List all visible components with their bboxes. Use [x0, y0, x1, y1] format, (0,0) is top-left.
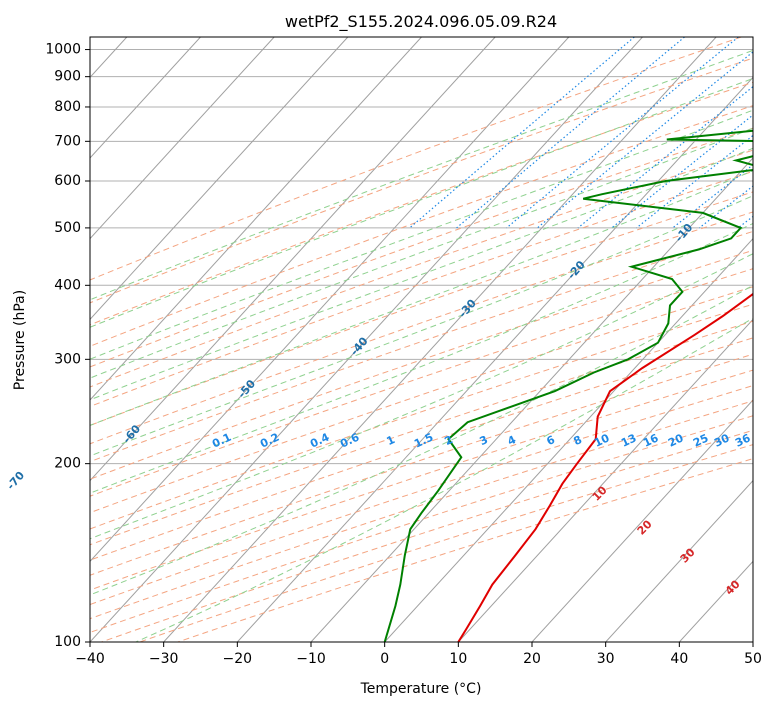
dry-adiabat-line [90, 105, 753, 347]
isotherm-line [310, 157, 753, 642]
y-tick-label: 300 [54, 351, 81, 367]
y-tick-label: 700 [54, 133, 81, 149]
dry-adiabat-line [90, 249, 753, 480]
dry-adiabat-line [90, 230, 753, 463]
x-axis-label: Temperature (°C) [360, 681, 482, 697]
dry-adiabat-line [139, 444, 753, 642]
dry-adiabat-line [90, 211, 753, 445]
mixing-ratio-label: 13 [619, 431, 638, 449]
x-tick-label: 10 [449, 651, 467, 667]
y-tick-label: 600 [54, 173, 81, 189]
y-axis-label: Pressure (hPa) [12, 290, 28, 390]
mixing-ratio-label: 30 [712, 431, 732, 449]
dry-adiabat-label: 20 [635, 517, 655, 537]
mixing-ratio-line [767, 37, 775, 228]
isotherm-line [163, 37, 717, 642]
x-tick-label: −10 [296, 651, 326, 667]
moist-adiabat-line [90, 49, 753, 301]
dry-adiabat-label: 30 [678, 545, 698, 565]
temperature-profile-line [457, 292, 753, 642]
isotherm-line [90, 37, 643, 642]
dry-adiabat-line [90, 320, 753, 546]
dry-adiabat-line [90, 353, 753, 576]
dry-adiabat-line [90, 191, 753, 426]
isotherm-line [236, 76, 753, 642]
plot-frame [89, 36, 754, 643]
mixing-ratio-label: 25 [691, 431, 710, 449]
isotherm-line [90, 37, 422, 401]
isotherm-line [90, 37, 349, 321]
isotherm-line [90, 37, 496, 482]
dry-adiabat-label: 10 [590, 483, 610, 503]
dry-adiabat-line [90, 303, 753, 530]
y-tick-label: 1000 [45, 42, 81, 58]
mixing-ratio-label: 20 [666, 431, 686, 449]
line-labels: -100-90-80-70-60-50-40-30-20-10010203040… [4, 221, 753, 598]
chart-title: wetPf2_S155.2024.096.05.09.R24 [285, 12, 557, 32]
dry-adiabat-line [90, 385, 753, 606]
dry-adiabat-line [90, 400, 753, 620]
x-tick-label: 40 [670, 651, 688, 667]
mixing-ratio-line [636, 134, 753, 229]
mixing-ratio-line [409, 37, 635, 229]
moist-adiabat-line [90, 222, 753, 494]
x-tick-label: 20 [523, 651, 541, 667]
dry-adiabat-line [90, 337, 753, 561]
dry-adiabat-line [101, 429, 753, 642]
mixing-ratio-label: 0.4 [308, 430, 331, 450]
x-tick-label: −20 [223, 651, 253, 667]
moist-adiabat-line [90, 147, 753, 401]
mixing-ratio-label: 6 [545, 433, 558, 448]
isotherm-line [752, 641, 753, 642]
x-tick-label: −40 [75, 651, 105, 667]
isotherm-line [90, 37, 201, 159]
isotherm-label: -70 [4, 469, 27, 493]
mixing-ratio-label: 1.5 [412, 431, 435, 451]
mixing-ratio-line [456, 37, 685, 229]
dry-adiabat-line [90, 149, 753, 388]
mixing-ratio-label: 1 [385, 433, 397, 448]
x-tick-label: −30 [149, 651, 179, 667]
x-tick-label: 50 [744, 651, 762, 667]
mixing-ratio-line [698, 185, 753, 229]
dry-adiabat-line [90, 268, 753, 497]
isotherm-line [605, 479, 753, 642]
dry-adiabat-line [90, 286, 753, 514]
isotherm-line [531, 399, 753, 642]
dry-adiabat-line [90, 170, 753, 408]
y-tick-label: 800 [54, 99, 81, 115]
y-tick-label: 900 [54, 69, 81, 85]
axes: −40 −30 −20 −10 0 10 20 30 40 5010020030040050060… [45, 42, 762, 667]
mixing-ratio-label: 10 [592, 431, 612, 449]
dry-adiabat-label: 40 [723, 577, 743, 597]
moist-adiabat-line [90, 109, 753, 360]
y-tick-label: 100 [54, 634, 81, 650]
isotherm-line [90, 37, 275, 240]
mixing-ratio-label: 8 [572, 433, 584, 448]
x-tick-label: 30 [597, 651, 615, 667]
mixing-ratio-label: 36 [733, 431, 753, 449]
mixing-ratio-label: 3 [478, 433, 490, 448]
x-tick-label: 0 [380, 651, 389, 667]
isotherm-line [90, 37, 570, 563]
mixing-ratio-line [577, 85, 753, 229]
dewpoint-profile-line [383, 129, 753, 642]
dry-adiabat-line [90, 37, 742, 281]
mixing-ratio-label: 16 [641, 431, 661, 449]
plot-area [90, 37, 775, 642]
dry-adiabat-line [90, 127, 753, 368]
dry-adiabat-line [90, 369, 753, 591]
mixing-ratio-line [672, 164, 753, 229]
isotherm-line [384, 237, 753, 642]
y-tick-label: 200 [54, 456, 81, 472]
mixing-ratio-label: 4 [506, 433, 519, 448]
isotherm-line [457, 318, 753, 642]
dry-adiabat-line [90, 415, 753, 634]
y-tick-label: 500 [54, 220, 81, 236]
y-tick-label: 400 [54, 277, 81, 293]
moist-adiabat-line [135, 317, 753, 642]
